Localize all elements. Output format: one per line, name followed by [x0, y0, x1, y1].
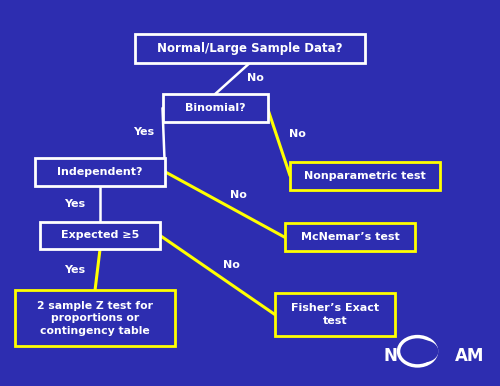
FancyBboxPatch shape [285, 223, 415, 251]
Text: Normal/Large Sample Data?: Normal/Large Sample Data? [157, 42, 343, 55]
Text: No: No [289, 129, 306, 139]
Text: No: No [230, 190, 247, 200]
Text: Yes: Yes [64, 265, 85, 275]
FancyBboxPatch shape [15, 290, 175, 347]
Text: 2 sample Z test for
proportions or
contingency table: 2 sample Z test for proportions or conti… [37, 301, 153, 336]
FancyBboxPatch shape [40, 222, 160, 249]
Text: Binomial?: Binomial? [184, 103, 246, 113]
FancyBboxPatch shape [135, 34, 365, 63]
FancyBboxPatch shape [275, 293, 395, 336]
Text: Yes: Yes [64, 199, 85, 208]
Text: No: No [222, 261, 240, 270]
Text: Independent?: Independent? [57, 167, 143, 177]
Text: Fisher’s Exact
test: Fisher’s Exact test [291, 303, 379, 326]
Text: McNemar’s test: McNemar’s test [300, 232, 400, 242]
Circle shape [410, 340, 438, 362]
FancyBboxPatch shape [162, 94, 268, 122]
Text: Nonparametric test: Nonparametric test [304, 171, 426, 181]
Text: N: N [383, 347, 397, 365]
Text: Yes: Yes [132, 127, 154, 137]
Text: No: No [248, 73, 264, 83]
FancyBboxPatch shape [290, 162, 440, 190]
Text: AM: AM [455, 347, 484, 365]
FancyBboxPatch shape [35, 158, 165, 186]
Text: Expected ≥5: Expected ≥5 [61, 230, 139, 240]
